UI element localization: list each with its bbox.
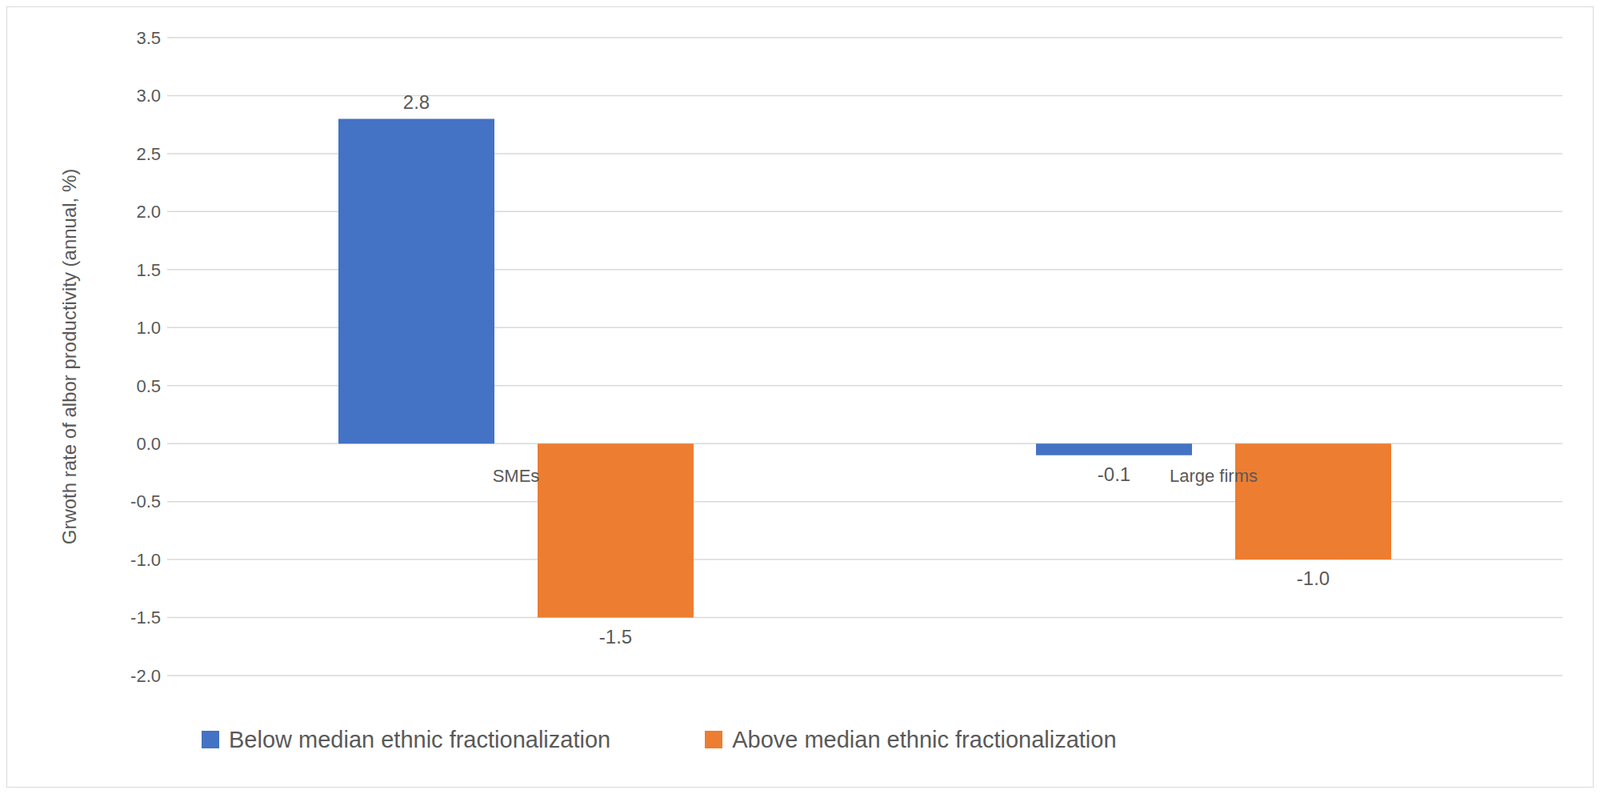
svg-text:3.0: 3.0: [136, 85, 161, 106]
svg-text:3.5: 3.5: [136, 28, 161, 48]
svg-text:-0.5: -0.5: [130, 491, 161, 512]
svg-text:2.0: 2.0: [136, 201, 161, 222]
svg-text:Large firms: Large firms: [1169, 465, 1258, 486]
svg-text:-1.0: -1.0: [1296, 567, 1330, 589]
svg-text:-1.5: -1.5: [130, 607, 161, 628]
svg-text:2.5: 2.5: [136, 144, 161, 164]
svg-text:1.5: 1.5: [136, 260, 161, 280]
svg-text:0.5: 0.5: [136, 376, 161, 396]
html-text:Below median ethnic fractional: Below median ethnic fractionalization: [228, 726, 611, 752]
svg-text:-0.1: -0.1: [1097, 463, 1131, 485]
svg-text:1.0: 1.0: [136, 317, 161, 338]
svg-text:-1.0: -1.0: [130, 549, 161, 570]
svg-text:-2.0: -2.0: [130, 665, 161, 686]
svg-text:0.0: 0.0: [136, 433, 161, 454]
svg-text:Grwoth rate of albor productiv: Grwoth rate of albor productivity (annua…: [58, 168, 80, 545]
svg-text:SMEs: SMEs: [492, 465, 540, 486]
html-text:Above median ethnic fractional: Above median ethnic fractionalization: [732, 726, 1117, 752]
svg-text:2.8: 2.8: [403, 91, 430, 113]
svg-text:-1.5: -1.5: [599, 625, 632, 648]
